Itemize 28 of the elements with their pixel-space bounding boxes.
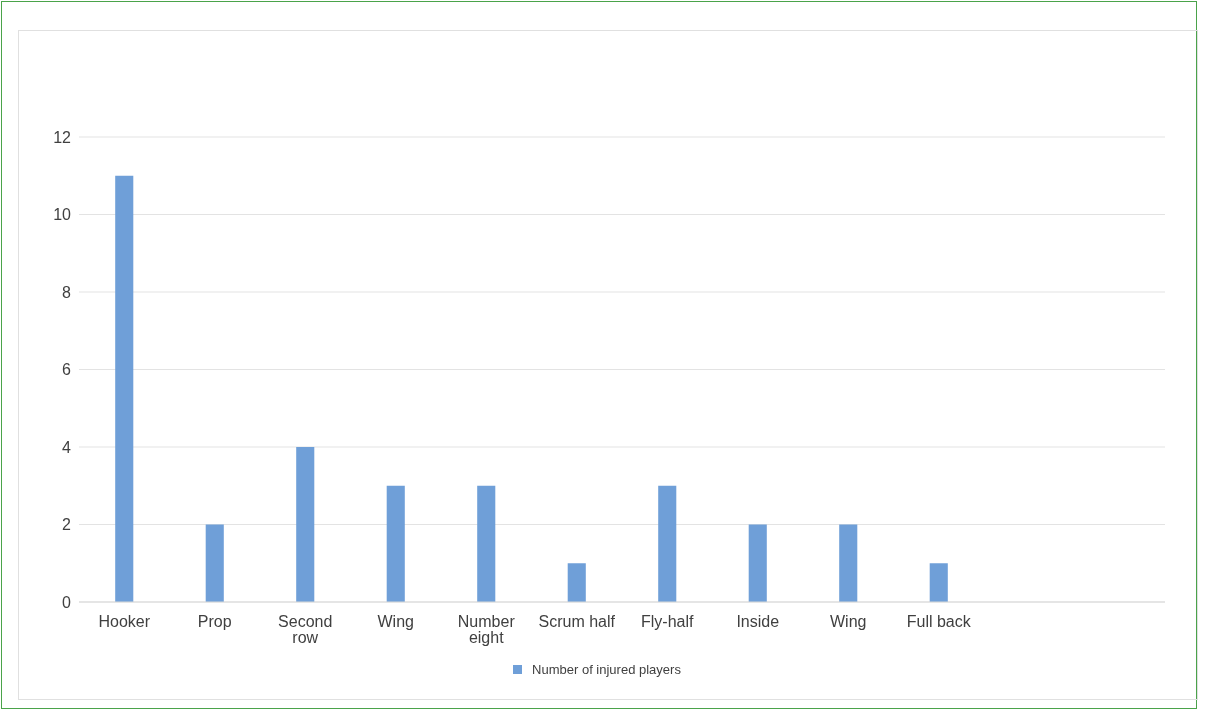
y-tick-label: 8 bbox=[62, 283, 72, 301]
x-tick-label: Inside bbox=[736, 613, 780, 631]
y-tick-label: 2 bbox=[62, 516, 72, 534]
x-tick-label: Scrum half bbox=[538, 613, 616, 631]
x-tick-label: Number eight bbox=[457, 613, 516, 647]
x-tick-label: Full back bbox=[906, 613, 972, 631]
bar bbox=[839, 524, 858, 602]
bar bbox=[205, 524, 224, 602]
bar bbox=[115, 175, 134, 602]
y-tick-label: 0 bbox=[62, 593, 72, 611]
x-tick-label: Wing bbox=[830, 613, 867, 631]
y-tick-label: 12 bbox=[53, 128, 72, 146]
x-tick-label: Fly-half bbox=[641, 613, 695, 631]
y-tick-label: 10 bbox=[53, 206, 72, 224]
bar bbox=[929, 563, 948, 602]
y-tick-label: 4 bbox=[62, 438, 72, 456]
bar bbox=[567, 563, 586, 602]
legend-label: Number of injured players bbox=[531, 662, 681, 677]
x-tick-label: Hooker bbox=[98, 613, 151, 631]
x-tick-label: Prop bbox=[197, 613, 232, 631]
bar bbox=[477, 485, 496, 602]
bar bbox=[296, 447, 315, 602]
bar bbox=[658, 485, 677, 602]
bar bbox=[386, 485, 405, 602]
y-tick-label: 6 bbox=[62, 361, 72, 379]
x-tick-label: Second row bbox=[278, 613, 333, 647]
bar bbox=[748, 524, 767, 602]
x-tick-label: Wing bbox=[377, 613, 414, 631]
